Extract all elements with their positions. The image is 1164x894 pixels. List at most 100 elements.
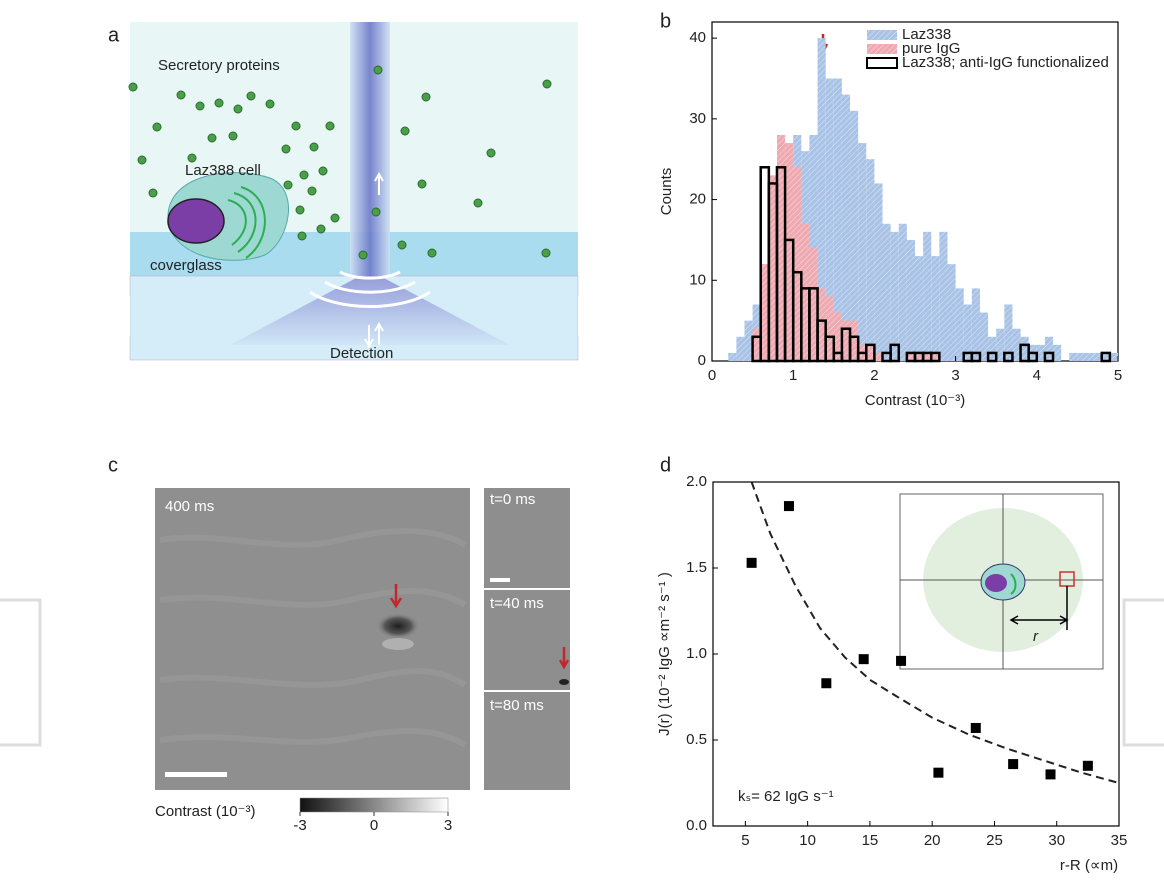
histogram-bar — [848, 335, 860, 363]
colorbar-tick-label: 0 — [370, 817, 378, 834]
histogram-bar — [947, 264, 956, 361]
y-tick-label: 40 — [689, 29, 706, 46]
diagram-label: Detection — [330, 345, 393, 362]
scatter-point — [1082, 760, 1093, 771]
histogram-bar — [817, 38, 826, 362]
histogram-bar — [996, 328, 1005, 361]
frame-label: t=0 ms — [490, 491, 535, 508]
frame-label: t=40 ms — [490, 595, 544, 612]
histogram-bar — [979, 312, 989, 361]
histogram-bar — [971, 288, 980, 361]
panel-label: b — [660, 10, 671, 32]
diagram-a: Secretory proteins Laz388 cell coverglas… — [110, 22, 598, 362]
histogram-bar — [988, 336, 997, 361]
frame-label: t=80 ms — [490, 697, 544, 714]
histogram-bar — [825, 296, 834, 361]
histogram-bar — [793, 167, 802, 361]
x-tick-label: 4 — [1033, 367, 1041, 384]
histogram-bar — [929, 351, 941, 363]
scatter-point — [896, 655, 907, 666]
histogram-bar — [785, 143, 794, 361]
colorbar-tick-label: 3 — [444, 817, 452, 834]
histogram-bar — [1036, 344, 1045, 361]
histogram-bar — [858, 143, 867, 361]
histogram-bar — [1085, 352, 1094, 361]
histogram-bar — [1077, 352, 1086, 361]
y-tick-label: 10 — [689, 271, 706, 288]
histogram-bar — [1043, 351, 1055, 363]
y-tick-label: 0.0 — [686, 817, 707, 834]
scatter-point — [1045, 769, 1056, 780]
histogram-bar — [882, 223, 891, 361]
histogram-bar — [824, 335, 836, 363]
x-tick-label: 15 — [862, 832, 879, 849]
histogram-bar — [1053, 344, 1062, 361]
histogram-bar — [915, 256, 924, 361]
scatter-point — [746, 557, 757, 568]
scatter-point — [821, 678, 832, 689]
y-tick-label: 0.5 — [686, 731, 707, 748]
diagram-label: Secretory proteins — [158, 57, 280, 74]
histogram-bar — [850, 110, 859, 362]
inset: r — [899, 493, 1104, 670]
histogram-bar — [1100, 351, 1112, 363]
x-tick-label: 35 — [1111, 832, 1128, 849]
histogram-bar — [939, 231, 948, 361]
x-tick-label: 1 — [789, 367, 797, 384]
histogram-bar — [752, 328, 761, 361]
histogram-bar — [1003, 351, 1014, 363]
y-tick-label: 0 — [698, 352, 706, 369]
x-axis-label: r-R (∝m) — [1060, 857, 1118, 874]
histogram-bar — [850, 320, 859, 361]
histogram-bar — [1101, 352, 1110, 361]
histogram-bar — [906, 239, 915, 361]
histogram-bar — [825, 78, 834, 361]
histogram-bar — [841, 94, 851, 362]
scatter-point — [1008, 759, 1019, 770]
histogram-bar — [833, 78, 842, 361]
panel-label: a — [108, 24, 120, 46]
legend-label: Laz338; anti-IgG functionalized — [902, 54, 1109, 71]
histogram-bar — [1109, 352, 1118, 361]
histogram-bar — [923, 352, 932, 361]
x-tick-label: 3 — [951, 367, 959, 384]
panel-label: c — [108, 454, 118, 476]
fit-line — [750, 481, 1120, 784]
y-tick-label: 30 — [689, 110, 706, 127]
y-tick-label: 1.5 — [686, 559, 707, 576]
scatter-point — [858, 654, 869, 665]
histogram-bar — [841, 320, 851, 361]
histogram-bar — [866, 159, 875, 361]
histogram-bar — [931, 256, 940, 361]
x-tick-label: 20 — [924, 832, 941, 849]
watermark — [0, 598, 42, 747]
histogram-bar — [955, 288, 964, 361]
histogram-bar — [986, 351, 998, 363]
scatter-point — [933, 767, 944, 778]
histogram-bar — [1020, 336, 1029, 361]
y-tick-label: 2.0 — [686, 473, 707, 490]
histogram-bar — [970, 351, 982, 363]
histogram-bar — [865, 343, 876, 363]
colorbar — [299, 797, 449, 813]
histogram-bar — [1044, 336, 1054, 361]
histogram-bar — [889, 343, 901, 363]
image-label: 400 ms — [165, 498, 214, 515]
inset-label: r — [1033, 628, 1039, 645]
histogram-bar — [760, 264, 769, 361]
histogram-bar — [898, 223, 907, 361]
histogram-bar — [776, 135, 786, 361]
scatter-point — [970, 722, 981, 733]
histogram-bar — [817, 288, 826, 361]
histogram-bar — [963, 304, 972, 361]
image-c: 400 ms t=0 ms t=40 ms t=80 ms Contrast (… — [155, 488, 570, 820]
y-tick-label: 1.0 — [686, 645, 707, 662]
histogram-bar — [728, 352, 737, 361]
x-tick-label: 0 — [708, 367, 716, 384]
histogram-bar — [744, 320, 753, 361]
histogram-bar — [833, 312, 842, 361]
histogram-bar — [874, 352, 883, 361]
histogram-bar — [923, 231, 932, 361]
legend-swatch — [866, 57, 898, 69]
